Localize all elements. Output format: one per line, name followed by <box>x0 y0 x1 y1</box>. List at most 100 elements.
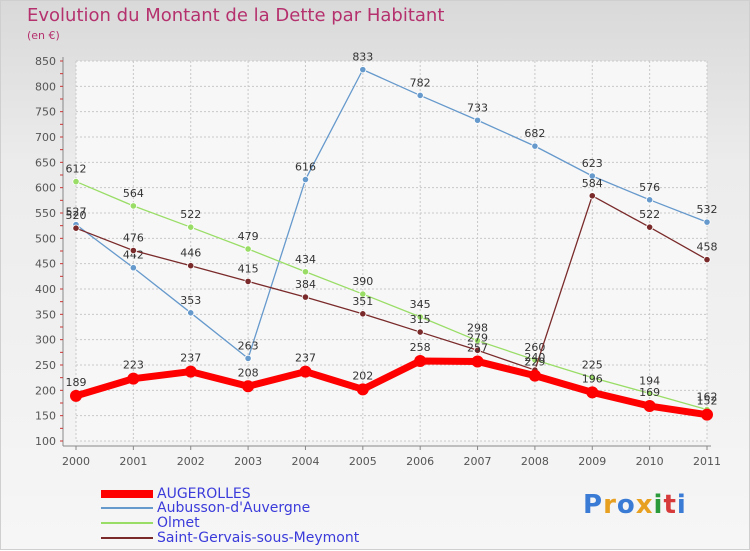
data-point <box>244 354 252 363</box>
data-label: 434 <box>295 253 316 266</box>
data-point <box>473 116 482 124</box>
data-point <box>242 380 255 393</box>
y-tick-label: 300 <box>35 334 56 347</box>
data-label: 263 <box>238 339 259 352</box>
data-point <box>244 277 252 285</box>
data-label: 520 <box>66 209 87 222</box>
data-point <box>528 369 541 382</box>
data-label: 682 <box>524 127 545 140</box>
logo-letter: t <box>663 490 677 520</box>
data-label: 152 <box>697 395 718 408</box>
data-point <box>703 218 711 226</box>
data-point <box>588 172 596 180</box>
data-label: 616 <box>295 161 316 174</box>
data-point <box>301 268 310 276</box>
data-label: 576 <box>639 181 660 194</box>
x-tick-label: 2002 <box>177 455 205 468</box>
legend-swatch-saint-gervais <box>101 537 153 539</box>
data-label: 415 <box>238 262 259 275</box>
y-tick-label: 150 <box>35 410 56 423</box>
plot-area <box>76 61 707 441</box>
chart-title: Evolution du Montant de la Dette par Hab… <box>27 5 445 26</box>
legend-swatch-olmet <box>101 522 153 524</box>
data-label: 257 <box>467 341 488 354</box>
data-point <box>187 309 195 317</box>
data-label: 351 <box>352 295 373 308</box>
data-point <box>127 372 140 385</box>
logo-letter: o <box>616 490 636 520</box>
data-label: 223 <box>123 359 144 372</box>
data-label: 733 <box>467 101 488 114</box>
y-tick-label: 850 <box>35 55 56 68</box>
data-label: 833 <box>352 51 373 64</box>
chart-unit-subtitle: (en €) <box>27 29 60 42</box>
series-line-3 <box>75 195 708 371</box>
y-tick-label: 350 <box>35 308 56 321</box>
logo-letter: i <box>653 490 664 520</box>
legend-item-saint-gervais: Saint-Gervais-sous-Meymont <box>101 530 359 546</box>
data-label: 532 <box>697 203 718 216</box>
data-point <box>187 262 195 270</box>
proxiti-logo: Proxiti <box>583 490 687 520</box>
x-tick-label: 2003 <box>234 455 262 468</box>
legend-swatch-augerolles <box>101 490 153 498</box>
data-label: 196 <box>582 372 603 385</box>
series-line-1 <box>75 68 708 360</box>
x-tick-label: 2006 <box>406 455 434 468</box>
data-label: 564 <box>123 187 144 200</box>
data-point <box>473 346 482 354</box>
series-line-2 <box>75 180 708 411</box>
data-point <box>416 328 424 336</box>
data-label: 260 <box>524 341 545 354</box>
data-label: 353 <box>180 294 201 307</box>
logo-letter: i <box>676 490 687 520</box>
data-label: 240 <box>524 351 545 364</box>
legend-item-olmet: Olmet <box>101 515 200 531</box>
data-label: 225 <box>582 359 603 372</box>
y-tick-label: 750 <box>35 106 56 119</box>
data-label: 522 <box>639 208 660 221</box>
data-point <box>588 192 596 200</box>
y-tick-label: 600 <box>35 182 56 195</box>
data-label: 522 <box>180 208 201 221</box>
data-point <box>72 177 80 186</box>
x-tick-label: 2007 <box>464 455 492 468</box>
data-label: 194 <box>639 374 660 387</box>
x-tick-label: 2008 <box>521 455 549 468</box>
data-point <box>72 224 80 232</box>
legend-label-augerolles: AUGEROLLES <box>157 486 251 502</box>
data-label: 229 <box>524 356 545 369</box>
data-point <box>301 175 310 184</box>
data-label: 162 <box>697 391 718 404</box>
y-tick-label: 800 <box>35 80 56 93</box>
y-tick-label: 500 <box>35 232 56 245</box>
y-tick-label: 100 <box>35 435 56 448</box>
data-point <box>356 383 369 396</box>
x-tick-label: 2005 <box>349 455 377 468</box>
data-label: 479 <box>238 230 259 243</box>
data-label: 315 <box>410 313 431 326</box>
y-tick-label: 200 <box>35 384 56 397</box>
data-label: 279 <box>467 331 488 344</box>
data-point <box>129 264 137 272</box>
data-point <box>187 223 195 231</box>
data-label: 612 <box>66 163 87 176</box>
y-tick-label: 700 <box>35 131 56 144</box>
series-line-0 <box>72 357 711 419</box>
data-label: 446 <box>180 247 201 260</box>
y-tick-label: 450 <box>35 258 56 271</box>
data-point <box>299 365 312 378</box>
data-label: 623 <box>582 157 603 170</box>
data-point <box>646 223 654 231</box>
data-label: 258 <box>410 341 431 354</box>
data-label: 390 <box>352 275 373 288</box>
data-label: 298 <box>467 322 488 335</box>
data-label: 237 <box>180 352 201 365</box>
data-point <box>643 400 656 413</box>
data-label: 189 <box>66 376 87 389</box>
data-label: 584 <box>582 177 603 190</box>
data-point <box>359 310 367 318</box>
data-point <box>129 246 137 255</box>
data-label: 208 <box>238 366 259 379</box>
